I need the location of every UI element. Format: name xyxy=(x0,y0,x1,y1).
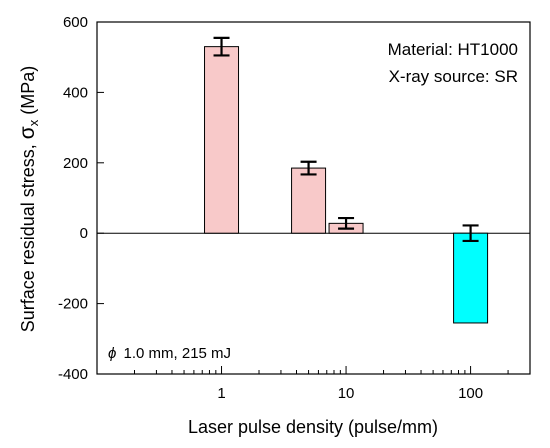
y-axis-title-sub: x xyxy=(26,119,41,126)
y-tick-label: -200 xyxy=(58,296,88,313)
y-axis-title-prefix: Surface residual stress, xyxy=(18,139,38,332)
bar xyxy=(291,167,327,234)
y-axis-title-symbol: σ xyxy=(16,126,39,139)
x-tick-label: 100 xyxy=(458,385,483,402)
y-tick-label: 400 xyxy=(63,84,88,101)
y-tick-label: 200 xyxy=(63,155,88,172)
x-axis-title: Laser pulse density (pulse/mm) xyxy=(188,417,438,437)
annotation-xray-source: X-ray source: SR xyxy=(389,67,518,86)
phi-symbol: ϕ xyxy=(108,345,116,362)
y-axis-title-suffix: (MPa) xyxy=(18,66,38,120)
plot-area xyxy=(96,21,531,375)
x-axis-ticks: 1 10 100 xyxy=(96,366,531,402)
y-axis-title: Surface residual stress, σx (MPa) xyxy=(16,66,41,333)
annotation-condition: ϕ 1.0 mm, 215 mJ xyxy=(108,345,231,362)
bar xyxy=(453,232,489,324)
y-tick-label: 600 xyxy=(63,14,88,31)
x-tick-label: 10 xyxy=(338,385,355,402)
bar xyxy=(204,46,240,234)
annotation-material: Material: HT1000 xyxy=(388,40,518,59)
y-tick-label: -400 xyxy=(58,366,88,383)
y-axis-ticks: 600 400 200 0 -200 -400 xyxy=(58,14,104,383)
condition-text: 1.0 mm, 215 mJ xyxy=(124,345,232,362)
bars xyxy=(204,36,489,324)
x-tick-label: 1 xyxy=(217,385,225,402)
y-tick-label: 0 xyxy=(80,225,88,242)
